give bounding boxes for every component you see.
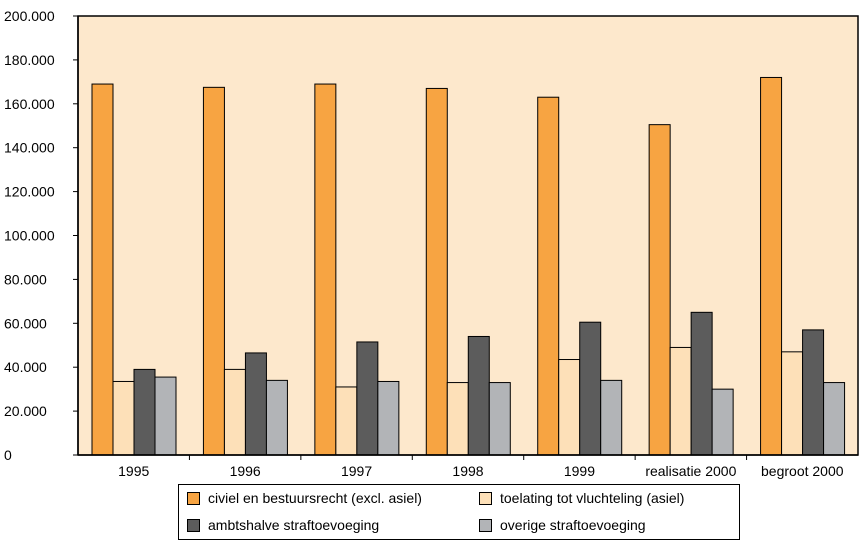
bar-1-1996	[202, 86, 225, 456]
bar-1-1999	[537, 96, 560, 456]
bar-4-1995	[154, 376, 177, 456]
legend-swatch-ambtshalve	[187, 518, 200, 532]
bar-4-begroot-2000	[823, 382, 846, 456]
bar-2-realisatie-2000	[669, 346, 692, 456]
x-tick-label: 1999	[564, 463, 595, 479]
y-tick-label: 40.000	[4, 359, 47, 375]
x-tick-label: realisatie 2000	[645, 463, 736, 479]
y-tick-label: 80.000	[4, 271, 47, 287]
legend: civiel en bestuursrecht (excl. asiel) to…	[178, 484, 740, 540]
x-tick-label: begroot 2000	[761, 463, 844, 479]
legend-item-overige: overige straftoevoeging	[479, 517, 646, 533]
bar-3-realisatie-2000	[690, 311, 713, 456]
y-tick-label: 140.000	[4, 140, 55, 156]
y-tick-label: 120.000	[4, 184, 55, 200]
bar-4-1997	[377, 380, 400, 456]
legend-label-civiel: civiel en bestuursrecht (excl. asiel)	[208, 490, 422, 506]
bar-1-1998	[425, 87, 448, 456]
y-tick-label: 0	[4, 447, 12, 463]
legend-label-toelating: toelating tot vluchteling (asiel)	[500, 490, 685, 506]
bar-1-1997	[314, 83, 337, 456]
bar-2-1998	[446, 382, 469, 456]
legend-item-toelating: toelating tot vluchteling (asiel)	[479, 490, 684, 506]
legend-label-overige: overige straftoevoeging	[500, 517, 646, 533]
legend-swatch-toelating	[479, 491, 492, 505]
legend-swatch-overige	[479, 518, 492, 532]
x-tick-label: 1996	[230, 463, 261, 479]
bar-4-realisatie-2000	[711, 388, 734, 456]
bar-2-1997	[335, 386, 358, 456]
y-tick-label: 20.000	[4, 403, 47, 419]
y-axis-ticks: 0 20.000 40.000 60.000 80.000 100.000 120.000 1…	[4, 8, 78, 463]
legend-item-civiel: civiel en bestuursrecht (excl. asiel)	[187, 490, 422, 506]
y-tick-label: 180.000	[4, 52, 55, 68]
y-tick-label: 60.000	[4, 315, 47, 331]
x-axis-ticks: 1995 1996 1997 1998 1999 realisatie 2000 begro…	[118, 455, 844, 479]
bar-3-1995	[133, 368, 156, 456]
bar-3-begroot-2000	[802, 329, 825, 456]
legend-label-ambtshalve: ambtshalve straftoevoeging	[208, 517, 380, 533]
x-tick-label: 1997	[341, 463, 372, 479]
bar-3-1999	[579, 321, 602, 456]
x-tick-label: 1995	[118, 463, 149, 479]
bar-4-1996	[265, 379, 288, 456]
bar-2-1996	[223, 368, 246, 456]
bar-1-1995	[91, 83, 114, 456]
bar-3-1996	[244, 352, 267, 456]
x-tick-label: 1998	[452, 463, 483, 479]
bar-2-1999	[558, 359, 581, 456]
legend-item-ambtshalve: ambtshalve straftoevoeging	[187, 517, 379, 533]
y-tick-label: 160.000	[4, 96, 55, 112]
bars-group	[91, 76, 846, 456]
bar-1-begroot-2000	[760, 76, 783, 456]
bar-1-realisatie-2000	[648, 124, 671, 456]
y-tick-label: 100.000	[4, 228, 55, 244]
bar-3-1998	[467, 335, 490, 456]
bar-2-begroot-2000	[781, 351, 804, 456]
bar-4-1998	[488, 382, 511, 456]
legend-swatch-civiel	[187, 491, 200, 505]
bar-3-1997	[356, 341, 379, 456]
bar-2-1995	[112, 380, 135, 456]
bar-4-1999	[600, 379, 623, 456]
y-tick-label: 200.000	[4, 8, 55, 24]
